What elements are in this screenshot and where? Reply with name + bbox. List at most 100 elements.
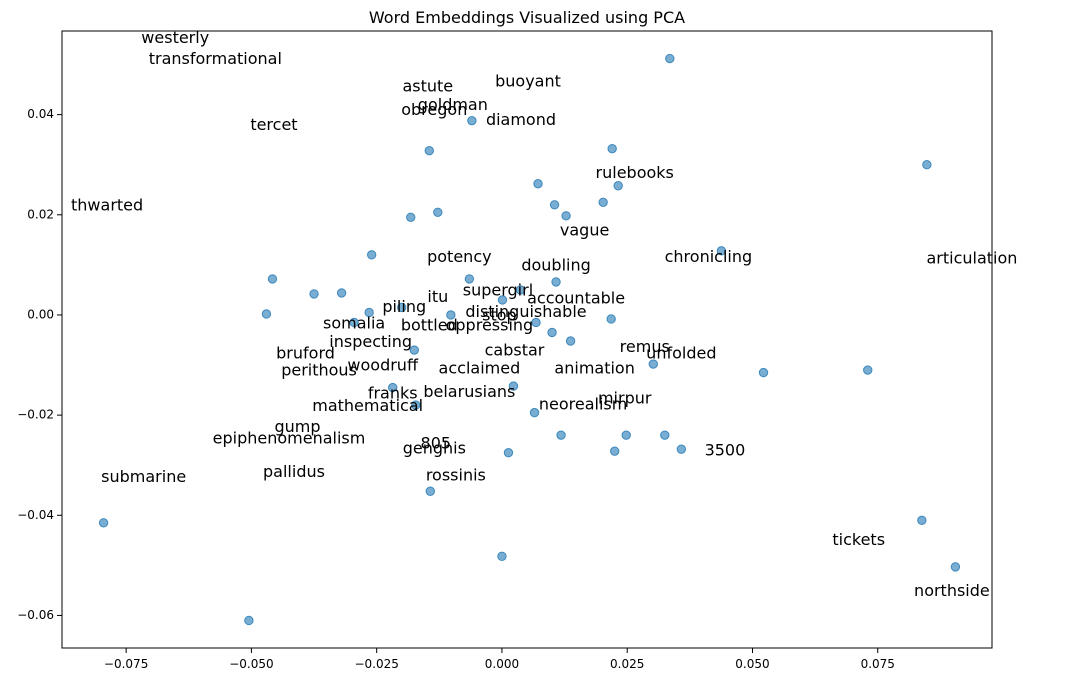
- data-point: [609, 446, 620, 456]
- word-label: tickets: [832, 530, 885, 549]
- word-label: animation: [554, 359, 634, 378]
- data-point: [565, 336, 576, 346]
- data-point: [621, 430, 631, 440]
- y-tick-label: 0.02: [27, 207, 54, 221]
- data-point: [336, 288, 347, 298]
- word-label: cabstar: [485, 341, 545, 360]
- data-point: [446, 310, 456, 320]
- word-label: buoyant: [495, 72, 561, 91]
- data-points: [98, 53, 961, 626]
- word-label: submarine: [101, 467, 186, 486]
- data-point: [388, 382, 398, 393]
- data-point: [660, 430, 670, 440]
- word-label: bottled: [401, 315, 458, 334]
- data-point: [349, 317, 359, 328]
- data-point: [366, 250, 377, 260]
- word-label: oppressing: [446, 315, 534, 334]
- word-label: unfolded: [646, 344, 716, 363]
- data-point: [533, 179, 543, 189]
- word-label: obregon: [401, 100, 467, 119]
- word-label: northside: [914, 581, 990, 600]
- data-point: [244, 615, 254, 626]
- y-tick-label: 0.04: [27, 107, 54, 121]
- y-tick-label: −0.04: [17, 508, 54, 522]
- word-label: chronicling: [665, 247, 753, 266]
- data-point: [863, 365, 873, 375]
- word-label: accountable: [527, 288, 625, 307]
- data-point: [397, 302, 407, 313]
- data-point: [411, 400, 421, 410]
- data-point: [406, 212, 416, 223]
- x-tick-label: 0.050: [735, 657, 769, 671]
- word-label: itu: [427, 287, 448, 306]
- data-point: [665, 53, 675, 64]
- data-point: [606, 314, 616, 324]
- x-tick-label: 0.075: [861, 657, 895, 671]
- word-label: pallidus: [263, 462, 325, 481]
- word-label: stop: [482, 305, 517, 324]
- data-point: [648, 359, 658, 369]
- word-label: somalia: [323, 313, 385, 332]
- word-label: mirpur: [598, 389, 652, 408]
- word-label: 3500: [705, 441, 746, 460]
- word-label: mathematical: [312, 396, 423, 415]
- word-label: epiphenomenalism: [213, 429, 366, 448]
- word-label: transformational: [149, 49, 282, 68]
- x-tick-label: 0.000: [485, 657, 519, 671]
- data-point: [409, 345, 419, 355]
- data-point: [547, 327, 557, 338]
- data-point: [497, 295, 508, 305]
- data-point: [267, 274, 278, 284]
- word-label: goldman: [418, 95, 488, 114]
- data-point: [529, 407, 540, 418]
- word-label: doubling: [521, 255, 590, 274]
- y-tick-label: 0.00: [27, 307, 54, 321]
- data-point: [758, 367, 769, 378]
- word-label: supergirl: [463, 280, 533, 299]
- word-label: piling: [382, 297, 426, 316]
- word-label: tercet: [250, 115, 297, 134]
- word-labels: westerly transformational astute buoyant gol…: [71, 28, 1017, 600]
- x-tick-label: 0.025: [610, 657, 644, 671]
- word-label: perithous: [281, 361, 357, 380]
- data-point: [515, 285, 526, 295]
- word-label: rulebooks: [596, 163, 674, 182]
- word-label: neorealism: [539, 395, 627, 414]
- word-label: distinguishable: [465, 302, 586, 321]
- data-point: [464, 274, 475, 284]
- data-point: [425, 486, 435, 496]
- data-point: [561, 211, 571, 221]
- data-point: [309, 289, 319, 299]
- plot-frame: [61, 30, 993, 649]
- data-point: [424, 145, 434, 156]
- x-axis: −0.075 −0.050 −0.025 0.000 0.025 0.050 0.075: [104, 648, 895, 671]
- x-tick-label: −0.075: [104, 657, 148, 671]
- word-label: potency: [427, 247, 491, 266]
- y-tick-label: −0.06: [17, 608, 54, 622]
- data-point: [467, 115, 477, 126]
- data-point: [598, 197, 608, 207]
- data-point: [716, 246, 727, 256]
- data-point: [503, 447, 514, 458]
- data-point: [98, 518, 109, 528]
- x-tick-label: −0.025: [354, 657, 398, 671]
- chart-title: Word Embeddings Visualized using PCA: [369, 8, 685, 27]
- data-point: [261, 309, 272, 319]
- data-point: [551, 277, 561, 287]
- y-axis: −0.06 −0.04 −0.02 0.00 0.02 0.04: [17, 107, 62, 622]
- x-tick-label: −0.050: [229, 657, 273, 671]
- data-point: [950, 562, 961, 572]
- data-point: [508, 381, 519, 391]
- data-point: [607, 143, 617, 154]
- data-point: [531, 317, 541, 328]
- data-point: [549, 200, 560, 210]
- word-label: remus: [620, 337, 670, 356]
- data-point: [922, 160, 932, 170]
- word-label: articulation: [926, 248, 1017, 267]
- data-point: [497, 551, 507, 562]
- word-label: belarusians: [423, 382, 515, 401]
- data-point: [433, 207, 443, 217]
- word-label: diamond: [486, 110, 556, 129]
- data-point: [364, 307, 374, 318]
